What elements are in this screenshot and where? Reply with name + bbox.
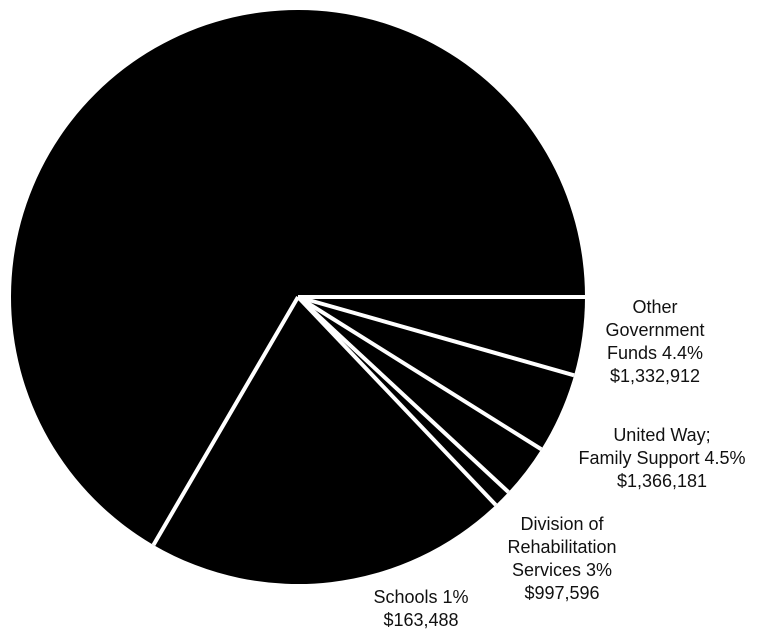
label-line: Funds 4.4%: [607, 343, 703, 363]
label-line: Division of: [520, 514, 604, 534]
label-line: Services 3%: [512, 560, 612, 580]
label-line: Schools 1%: [373, 587, 468, 607]
label-division-of-rehabilitation-services: Division of Rehabilitation Services 3% $…: [507, 514, 616, 603]
pie-slice-schools: [298, 297, 509, 505]
slice-separator-1: [297, 295, 575, 378]
slice-separator-3: [296, 295, 510, 494]
label-other-government-funds: Other Government Funds 4.4% $1,332,912: [605, 297, 704, 386]
label-line: $163,488: [383, 610, 458, 630]
label-line: Family Support 4.5%: [578, 448, 745, 468]
label-line: $997,596: [524, 583, 599, 603]
pie-slices: [10, 10, 585, 584]
slice-separator-4: [296, 295, 498, 507]
label-united-way-family-support: United Way; Family Support 4.5% $1,366,1…: [578, 425, 745, 491]
label-line: Government: [605, 320, 704, 340]
label-line: Rehabilitation: [507, 537, 616, 557]
label-line: $1,332,912: [610, 366, 700, 386]
pie-slice-united-way-family-support: [298, 297, 575, 450]
pie-separators: [151, 295, 585, 546]
label-line: $1,366,181: [617, 471, 707, 491]
label-schools: Schools 1% $163,488: [373, 587, 468, 630]
label-line: United Way;: [613, 425, 710, 445]
slice-separator-5: [151, 295, 300, 546]
slice-separator-2: [296, 295, 543, 451]
pie-slice-unlabeled-slice-1: [153, 297, 496, 584]
label-line: Other: [632, 297, 677, 317]
pie-slice-division-of-rehabilitation-services: [298, 297, 542, 493]
pie-slice-unlabeled-slice-2: [10, 10, 585, 545]
